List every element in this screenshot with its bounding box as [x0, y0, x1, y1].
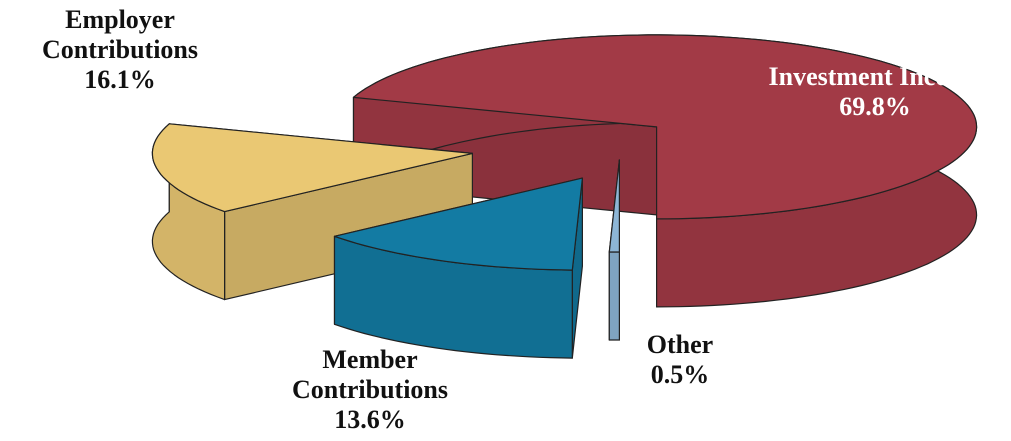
slice-top	[608, 159, 621, 253]
value-label: 0.5%	[650, 360, 710, 389]
slice-label: Investment Income 69.8%	[710, 62, 1011, 122]
slice-label: Member Contributions 13.6%	[250, 345, 490, 435]
category-name: Investment Income	[768, 62, 982, 91]
slice-top	[151, 123, 473, 213]
slice-label: Employer Contributions 16.1%	[20, 5, 220, 95]
slice-label: Other 0.5%	[590, 330, 770, 390]
category-name: Other	[646, 330, 714, 359]
slice-top	[352, 34, 978, 220]
value-label: 69.8%	[839, 92, 911, 121]
slice-wall	[608, 251, 621, 341]
slice-top	[333, 177, 584, 271]
value-label: 13.6%	[334, 405, 406, 434]
category-name: Member Contributions	[291, 345, 449, 404]
category-name: Employer Contributions	[41, 5, 199, 64]
value-label: 16.1%	[84, 65, 156, 94]
